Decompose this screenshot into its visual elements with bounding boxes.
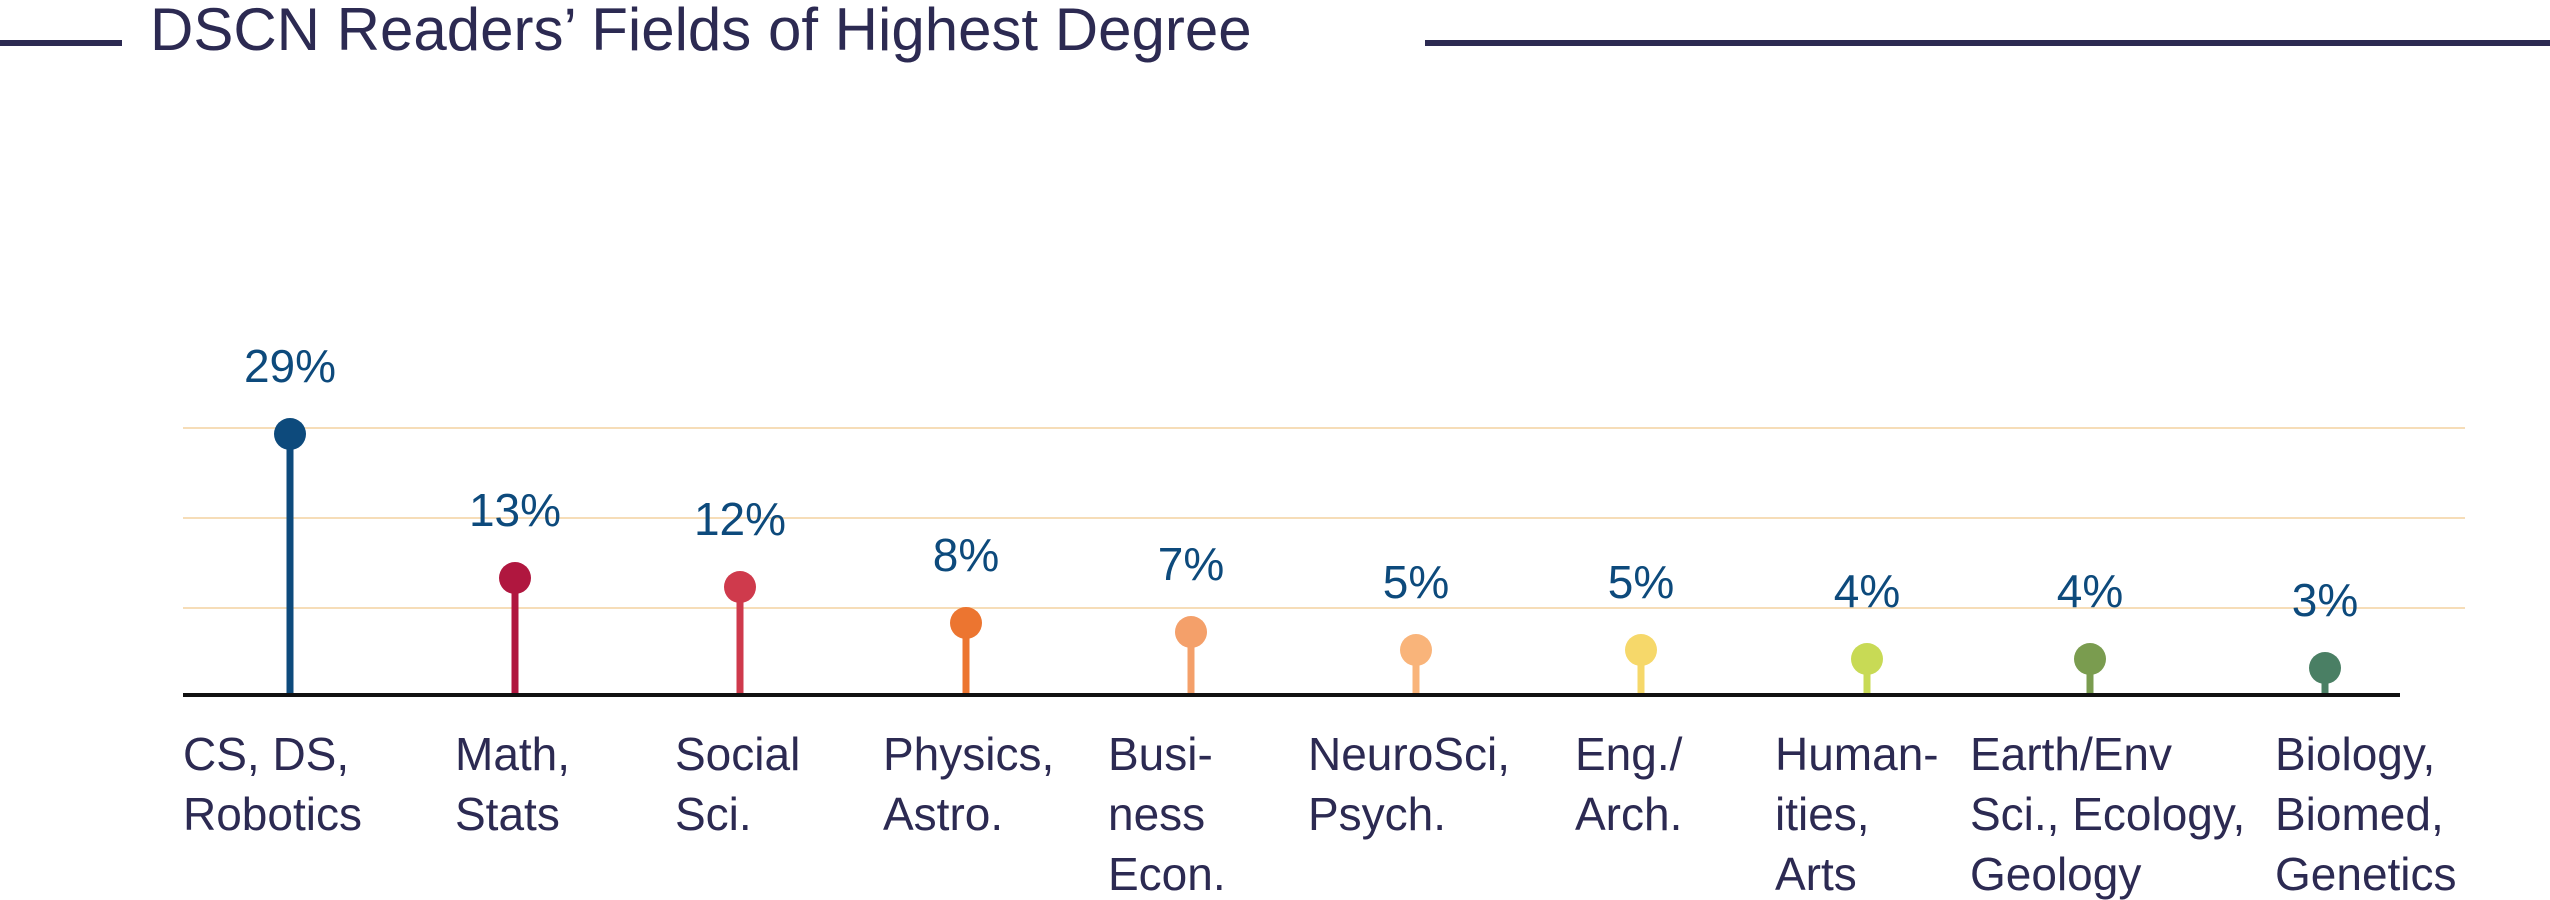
value-label: 5% — [1383, 556, 1449, 608]
value-label: 4% — [2057, 565, 2123, 617]
category-label: Eng./ Arch. — [1575, 728, 1683, 840]
chart-title-group: DSCN Readers’ Fields of Highest Degree — [0, 0, 2550, 63]
category-label-line: Econ. — [1108, 848, 1226, 900]
category-label: Busi-ness Econ. — [1108, 728, 1226, 900]
lollipop-dot — [1625, 634, 1657, 666]
category-label-line: Psych. — [1308, 788, 1446, 840]
category-label-line: Robotics — [183, 788, 362, 840]
chart-title: DSCN Readers’ Fields of Highest Degree — [150, 0, 1252, 63]
category-label-line: Human- — [1775, 728, 1939, 780]
value-label: 29% — [244, 340, 336, 392]
category-label-line: Social — [675, 728, 800, 780]
lollipop-dot — [724, 571, 756, 603]
category-label: NeuroSci, Psych. — [1308, 728, 1510, 840]
category-label: Social Sci. — [675, 728, 800, 840]
category-label-line: Arch. — [1575, 788, 1682, 840]
category-label-line: Biomed, — [2275, 788, 2444, 840]
lollipop-dots — [274, 418, 2341, 684]
category-label-line: Astro. — [883, 788, 1003, 840]
category-label-line: Biology, — [2275, 728, 2435, 780]
category-label-line: Eng./ — [1575, 728, 1683, 780]
category-label-line: Arts — [1775, 848, 1857, 900]
category-label: Physics, Astro. — [883, 728, 1054, 840]
value-label: 4% — [1834, 565, 1900, 617]
value-labels: 29% 13% 12% 8% 7% 5% 5% 4% 4% 3% — [244, 340, 2358, 626]
category-label-line: CS, DS, — [183, 728, 349, 780]
category-label-line: Geology — [1970, 848, 2141, 900]
lollipop-dot — [2074, 643, 2106, 675]
category-label: CS, DS, Robotics — [183, 728, 362, 840]
category-label-line: Earth/Env — [1970, 728, 2172, 780]
lollipop-dot — [499, 562, 531, 594]
category-label: Math, Stats — [455, 728, 570, 840]
value-label: 3% — [2292, 574, 2358, 626]
category-label-line: Sci. — [675, 788, 752, 840]
category-label-line: NeuroSci, — [1308, 728, 1510, 780]
category-label-line: ities, — [1775, 788, 1870, 840]
value-label: 8% — [933, 529, 999, 581]
value-label: 13% — [469, 484, 561, 536]
value-label: 7% — [1158, 538, 1224, 590]
category-label-line: Busi- — [1108, 728, 1213, 780]
lollipop-dot — [2309, 652, 2341, 684]
gridlines — [183, 427, 2465, 609]
lollipop-stems — [286, 434, 2329, 695]
lollipop-dot — [1851, 643, 1883, 675]
lollipop-dot — [274, 418, 306, 450]
category-label: Biology, Biomed, Genetics — [2275, 728, 2457, 900]
lollipop-dot — [950, 607, 982, 639]
category-labels: CS, DS, Robotics Math, Stats Social Sci. Physi… — [183, 728, 2457, 900]
category-label-line: Sci., Ecology, — [1970, 788, 2245, 840]
category-label: Human-ities, Arts — [1775, 728, 1939, 900]
category-label: Earth/Env Sci., Ecology, Geology — [1970, 728, 2245, 900]
category-label-line: Genetics — [2275, 848, 2457, 900]
value-label: 5% — [1608, 556, 1674, 608]
lollipop-dot — [1400, 634, 1432, 666]
lollipop-dot — [1175, 616, 1207, 648]
category-label-line: Stats — [455, 788, 560, 840]
category-label-line: Physics, — [883, 728, 1054, 780]
value-label: 12% — [694, 493, 786, 545]
category-label-line: Math, — [455, 728, 570, 780]
category-label-line: ness — [1108, 788, 1205, 840]
